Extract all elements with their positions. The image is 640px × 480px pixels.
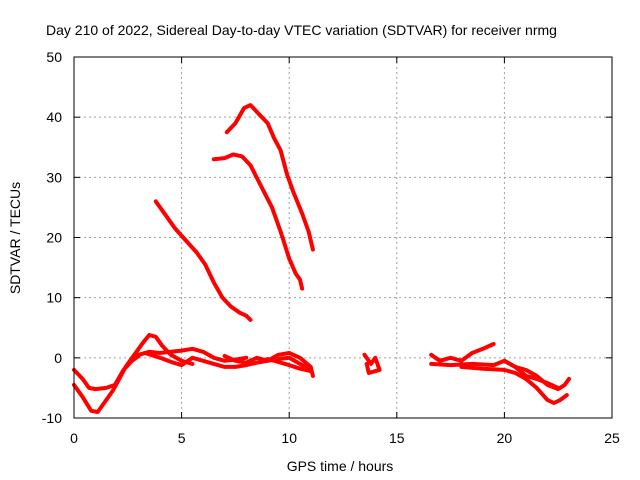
x-axis-label: GPS time / hours [287, 458, 394, 474]
y-tick-label: 10 [46, 290, 62, 306]
series-arc-11 [429, 342, 496, 363]
x-tick-label: 10 [281, 430, 297, 446]
series-arc-4 [143, 351, 313, 372]
x-tick-label: 0 [70, 430, 78, 446]
series-arc-13 [459, 364, 569, 405]
data-series [72, 103, 571, 414]
grid [74, 57, 612, 418]
y-tick-label: 0 [54, 350, 62, 366]
y-tick-label: 30 [46, 169, 62, 185]
series-arc-9 [224, 103, 315, 252]
y-axis-label: SDTVAR / TECUs [7, 182, 23, 294]
series-arc-7 [153, 199, 253, 322]
y-tick-label: -10 [42, 410, 62, 426]
y-tick-label: 50 [46, 49, 62, 65]
x-tick-label: 20 [497, 430, 513, 446]
x-tick-label: 15 [389, 430, 405, 446]
series-arc-14 [502, 358, 561, 390]
x-tick-label: 25 [604, 430, 620, 446]
series-arc-8 [211, 152, 305, 291]
chart-title: Day 210 of 2022, Sidereal Day-to-day VTE… [46, 22, 557, 38]
series-arc-10 [362, 352, 382, 375]
y-tick-label: 40 [46, 109, 62, 125]
axis-ticks: 0 5 10 15 20 25 -10 0 10 20 30 40 50 [42, 49, 620, 446]
y-tick-label: 20 [46, 230, 62, 246]
x-tick-label: 5 [178, 430, 186, 446]
series-arc-5 [222, 351, 315, 378]
series-arc-6 [265, 357, 313, 374]
series-arc-2 [72, 333, 195, 414]
